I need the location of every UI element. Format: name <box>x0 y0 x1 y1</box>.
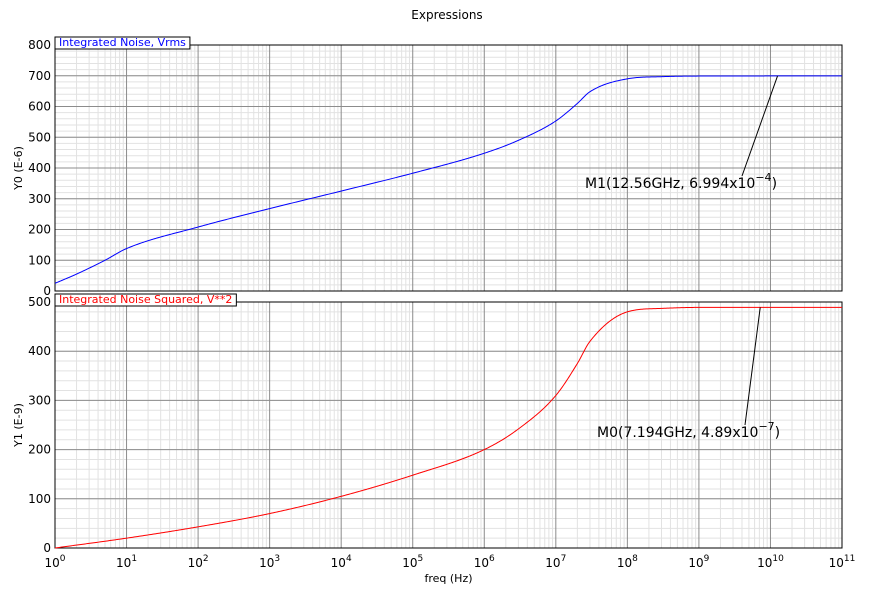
marker-close: ) <box>772 176 777 192</box>
x-tick-label: 104 <box>331 554 352 570</box>
series-line-top <box>54 75 842 284</box>
y-tick-label: 0 <box>43 541 51 555</box>
y-tick-label: 100 <box>28 253 51 267</box>
x-tick-label: 101 <box>116 554 137 570</box>
x-tick-exponent: 11 <box>844 554 855 564</box>
x-tick-label: 102 <box>188 554 209 570</box>
y-tick-label: 500 <box>28 295 51 309</box>
legend-label: Integrated Noise Squared, V**2 <box>59 293 232 306</box>
legend-box <box>54 293 237 307</box>
x-tick-exponent: 2 <box>203 554 209 564</box>
y-tick-label: 0 <box>43 284 51 298</box>
series-line-bottom <box>54 306 842 549</box>
marker-label: M1(12.56GHz, 6.994x10−4) <box>585 171 777 192</box>
grid-top <box>55 45 842 292</box>
y-tick-label: 200 <box>28 443 51 457</box>
y-tick-label: 500 <box>28 130 51 144</box>
y-tick-label: 800 <box>28 38 51 52</box>
x-tick-label: 1011 <box>829 554 856 570</box>
y-tick-label: 200 <box>28 223 51 237</box>
x-tick-exponent: 10 <box>772 554 784 564</box>
x-tick-exponent: 8 <box>632 554 638 564</box>
marker-exponent: −7 <box>758 420 774 433</box>
x-tick-exponent: 4 <box>346 554 352 564</box>
legend-top: Integrated Noise, Vrms <box>54 36 191 50</box>
y-tick-label: 400 <box>28 161 51 175</box>
legend-label: Integrated Noise, Vrms <box>59 36 186 49</box>
y-tick-label: 300 <box>28 192 51 206</box>
y-tick-label: 700 <box>28 69 51 83</box>
y-tick-label: 100 <box>28 492 51 506</box>
y-tick-label: 600 <box>28 100 51 114</box>
x-tick-exponent: 9 <box>704 554 710 564</box>
x-axis-label: freq (Hz) <box>424 572 472 585</box>
x-tick-label: 108 <box>617 554 638 570</box>
x-tick-exponent: 6 <box>489 554 495 564</box>
x-tick-label: 103 <box>259 554 280 570</box>
y-axis-label: Y1 (E-9) <box>12 403 25 448</box>
marker-leader <box>741 75 779 177</box>
x-tick-label: 100 <box>44 554 65 570</box>
y-axis-label: Y0 (E-6) <box>12 146 25 191</box>
x-tick-exponent: 1 <box>131 554 137 564</box>
x-tick-exponent: 5 <box>418 554 424 564</box>
x-tick-exponent: 7 <box>561 554 567 564</box>
legend-box <box>54 36 191 50</box>
plot-frame <box>54 301 843 549</box>
y-tick-label: 400 <box>28 344 51 358</box>
marker-exponent: −4 <box>755 171 771 184</box>
y-tick-label: 300 <box>28 393 51 407</box>
panel-top: 0 100 200 300 400 500 600 700 800 Y0 (E-6) Integra… <box>12 36 843 298</box>
legend-bottom: Integrated Noise Squared, V**2 <box>54 293 237 307</box>
marker-label: M0(7.194GHz, 4.89x10−7) <box>597 420 780 441</box>
x-tick-exponent: 3 <box>274 554 280 564</box>
x-tick-label: 107 <box>545 554 566 570</box>
x-tick-label: 105 <box>402 554 423 570</box>
x-tick-exponent: 0 <box>60 554 66 564</box>
marker-leader <box>744 307 761 426</box>
marker-close: ) <box>775 425 780 441</box>
x-tick-label: 1010 <box>757 554 784 570</box>
plot-frame <box>54 44 843 292</box>
panel-bottom: 0 100 200 300 400 500 Y1 (E-9) Integrated Noise… <box>12 293 843 555</box>
x-tick-label: 109 <box>688 554 709 570</box>
grid-bottom <box>55 302 842 549</box>
x-tick-label: 106 <box>474 554 495 570</box>
chart-title: Expressions <box>411 8 482 22</box>
